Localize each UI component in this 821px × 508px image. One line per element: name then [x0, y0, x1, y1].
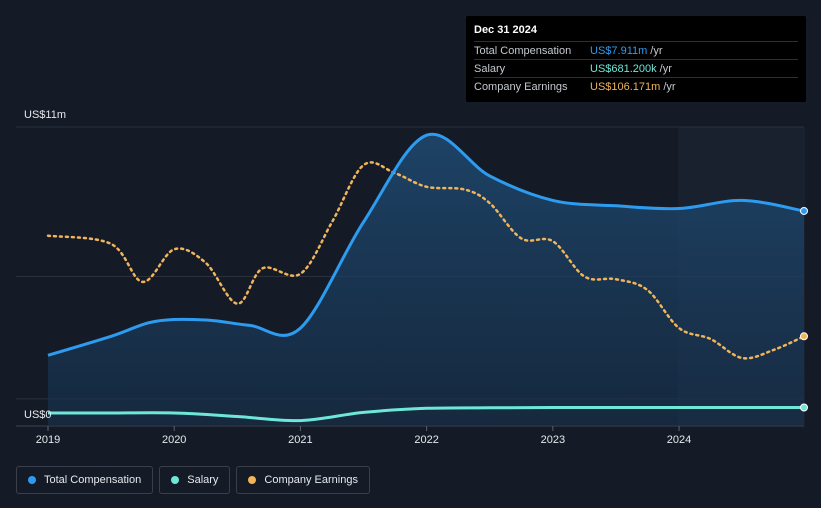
legend-item-total-compensation[interactable]: Total Compensation [16, 466, 154, 494]
legend-dot-icon [171, 476, 180, 484]
legend-label: Total Compensation [44, 474, 142, 486]
legend-dot-icon [248, 476, 257, 484]
tooltip-row-earnings: Company Earnings US$106.171m /yr [474, 77, 798, 95]
tooltip-value: US$681.200k [590, 62, 657, 75]
series-end-markers [800, 206, 808, 412]
tooltip-unit: /yr [659, 62, 672, 75]
x-tick-label: 2024 [667, 434, 691, 446]
tooltip-unit: /yr [663, 80, 676, 93]
legend-item-company-earnings[interactable]: Company Earnings [236, 466, 370, 494]
legend-item-salary[interactable]: Salary [159, 466, 231, 494]
legend-label: Company Earnings [264, 474, 358, 486]
salary-line [47, 405, 804, 423]
x-tick-label: 2020 [162, 434, 186, 446]
data-tooltip: Dec 31 2024 Total Compensation US$7.911m… [466, 16, 806, 102]
y-axis-min-label: US$0 [24, 409, 52, 421]
company-earnings-line [46, 161, 806, 360]
x-tick-label: 2022 [414, 434, 438, 446]
tooltip-row-total: Total Compensation US$7.911m /yr [474, 41, 798, 59]
x-tick-label: 2021 [288, 434, 312, 446]
legend-dot-icon [28, 476, 36, 484]
tooltip-label: Salary [474, 62, 506, 75]
tooltip-value: US$106.171m [590, 80, 661, 93]
series-end-marker [800, 332, 808, 341]
x-tick-label: 2023 [541, 434, 565, 446]
chart-legend: Total Compensation Salary Company Earnin… [16, 466, 376, 494]
tooltip-value: US$7.911m [590, 44, 648, 57]
x-axis: 2019 2020 2021 2022 2023 2024 [36, 426, 691, 446]
tooltip-date: Dec 31 2024 [474, 24, 537, 36]
total-compensation-line [47, 132, 805, 357]
y-axis-max-label: US$11m [24, 109, 66, 121]
tooltip-label: Total Compensation [474, 44, 572, 57]
legend-label: Salary [187, 474, 219, 486]
tooltip-unit: /yr [650, 44, 663, 57]
tooltip-row-salary: Salary US$681.200k /yr [474, 59, 798, 77]
series-end-marker [800, 403, 808, 412]
x-tick-label: 2019 [36, 434, 60, 446]
series-end-marker [800, 206, 808, 215]
tooltip-label: Company Earnings [474, 80, 568, 93]
